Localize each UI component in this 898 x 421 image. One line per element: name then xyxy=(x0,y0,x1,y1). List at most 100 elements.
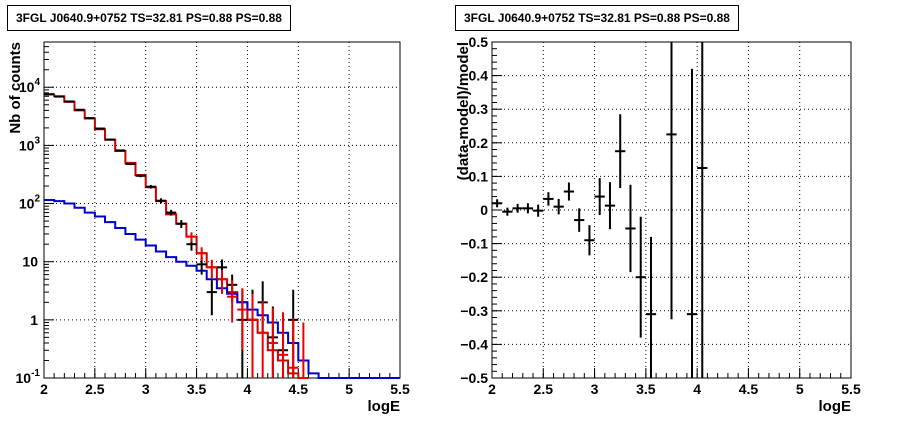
data-point xyxy=(84,117,95,120)
data-point xyxy=(105,138,116,141)
right-chart-title: 3FGL J0640.9+0752 TS=32.81 PS=0.88 PS=0.… xyxy=(455,5,739,31)
right-x-axis-label: logE xyxy=(819,398,852,415)
residual-point xyxy=(645,236,657,378)
left-chart-title: 3FGL J0640.9+0752 TS=32.81 PS=0.88 PS=0.… xyxy=(7,5,291,31)
data-point xyxy=(196,247,207,261)
left-y-tick-label: 10-1 xyxy=(16,368,41,386)
right-plot-residuals: 2 2.5 3 3.5 4 4.5 5 5.5 −0.5 −0.4 −0.3 −0.2 −0.1 0 0.1… xyxy=(455,34,861,415)
left-y-tick-label: 103 xyxy=(19,135,41,153)
data-point xyxy=(237,288,248,351)
step-line xyxy=(44,199,400,379)
data-point xyxy=(115,149,126,152)
data-point xyxy=(64,100,75,103)
data-point xyxy=(166,209,177,216)
left-y-axis-label: Nb of counts xyxy=(7,42,24,134)
right-y-tick-label: −0.3 xyxy=(460,303,488,319)
data-point xyxy=(257,301,268,378)
left-plot-frame xyxy=(43,41,401,379)
residual-point xyxy=(584,225,595,256)
data-point xyxy=(135,174,146,178)
data-point xyxy=(155,198,167,204)
step-series-blue xyxy=(44,199,400,379)
right-grid xyxy=(492,42,851,378)
residual-point xyxy=(604,182,616,230)
errorbar-series-3 xyxy=(186,232,309,379)
residual-point xyxy=(492,199,503,208)
data-point xyxy=(94,127,106,130)
right-y-tick-label: −0.4 xyxy=(460,336,488,352)
data-point xyxy=(176,220,187,228)
right-x-tick-label: 4 xyxy=(693,381,701,397)
data-point xyxy=(44,93,55,96)
data-point xyxy=(216,269,228,294)
right-x-tick-label: 4.5 xyxy=(739,381,759,397)
right-x-tick-label: 5 xyxy=(796,381,804,397)
right-y-tick-label: −0.2 xyxy=(460,269,488,285)
data-point xyxy=(298,322,309,379)
left-x-axis-label: logE xyxy=(368,398,401,415)
step-series-red xyxy=(44,93,309,379)
data-point xyxy=(247,293,258,378)
left-series xyxy=(44,93,400,379)
left-x-tick-label: 2.5 xyxy=(85,381,105,397)
left-x-tick-label: 5.5 xyxy=(390,381,410,397)
right-axes: 2 2.5 3 3.5 4 4.5 5 5.5 −0.5 −0.4 −0.3 −0.2 −0.1 0 0.1… xyxy=(460,34,861,397)
left-y-tick-label: 102 xyxy=(19,194,41,212)
right-x-tick-label: 3 xyxy=(591,381,599,397)
data-point xyxy=(186,232,197,242)
data-point xyxy=(74,108,85,111)
left-y-tick-label: 1 xyxy=(30,312,38,328)
residual-point xyxy=(512,203,523,213)
residual-point xyxy=(543,192,554,206)
residual-point xyxy=(533,204,544,217)
right-y-tick-label: 0.3 xyxy=(469,101,489,117)
residual-point xyxy=(625,184,636,273)
residual-point xyxy=(574,208,585,232)
data-point xyxy=(125,162,136,166)
right-x-tick-label: 2 xyxy=(488,381,496,397)
left-x-tick-label: 5 xyxy=(345,381,353,397)
left-x-tick-label: 3 xyxy=(142,381,150,397)
data-point xyxy=(206,280,217,316)
right-y-tick-label: 0.1 xyxy=(469,168,489,184)
residual-point xyxy=(563,182,575,201)
right-y-tick-label: −0.5 xyxy=(460,370,488,386)
residual-point xyxy=(635,216,646,338)
residual-point xyxy=(594,178,605,216)
left-y-tick-label: 104 xyxy=(19,77,41,95)
left-x-tick-label: 3.5 xyxy=(187,381,207,397)
residual-point xyxy=(615,114,626,189)
data-point xyxy=(145,184,156,189)
right-y-tick-label: 0.2 xyxy=(469,135,489,151)
data-point xyxy=(227,280,238,323)
right-y-tick-label: −0.1 xyxy=(460,236,488,252)
right-x-tick-label: 5.5 xyxy=(841,381,861,397)
left-plot-counts: 2 2.5 3 3.5 4 4.5 5 5.5 10-1 1 10 102 103 104 logE Nb… xyxy=(7,41,410,415)
left-x-tick-label: 2 xyxy=(40,381,48,397)
data-point xyxy=(54,95,65,98)
residual-point xyxy=(666,42,677,320)
right-x-tick-label: 3.5 xyxy=(636,381,656,397)
left-grid xyxy=(44,42,400,378)
residual-point xyxy=(697,42,708,378)
left-x-tick-label: 4.5 xyxy=(289,381,309,397)
data-point xyxy=(206,259,217,279)
right-y-tick-label: 0.5 xyxy=(469,34,489,50)
left-x-tick-label: 4 xyxy=(244,381,252,397)
left-axes: 2 2.5 3 3.5 4 4.5 5 5.5 10-1 1 10 102 103 104 xyxy=(16,41,410,397)
right-x-tick-label: 2.5 xyxy=(534,381,554,397)
residual-point xyxy=(553,198,564,215)
right-y-tick-label: 0 xyxy=(480,202,488,218)
right-y-axis-label: (data-model)/model xyxy=(455,42,472,180)
data-point xyxy=(277,312,289,378)
residual-series xyxy=(492,42,708,378)
residual-point xyxy=(522,203,534,214)
residual-point xyxy=(502,207,513,216)
right-series xyxy=(492,42,708,378)
residual-point xyxy=(686,68,698,378)
step-line xyxy=(44,93,309,379)
data-point xyxy=(267,307,278,378)
right-y-tick-label: 0.4 xyxy=(469,68,489,84)
left-y-tick-label: 10 xyxy=(22,254,38,270)
